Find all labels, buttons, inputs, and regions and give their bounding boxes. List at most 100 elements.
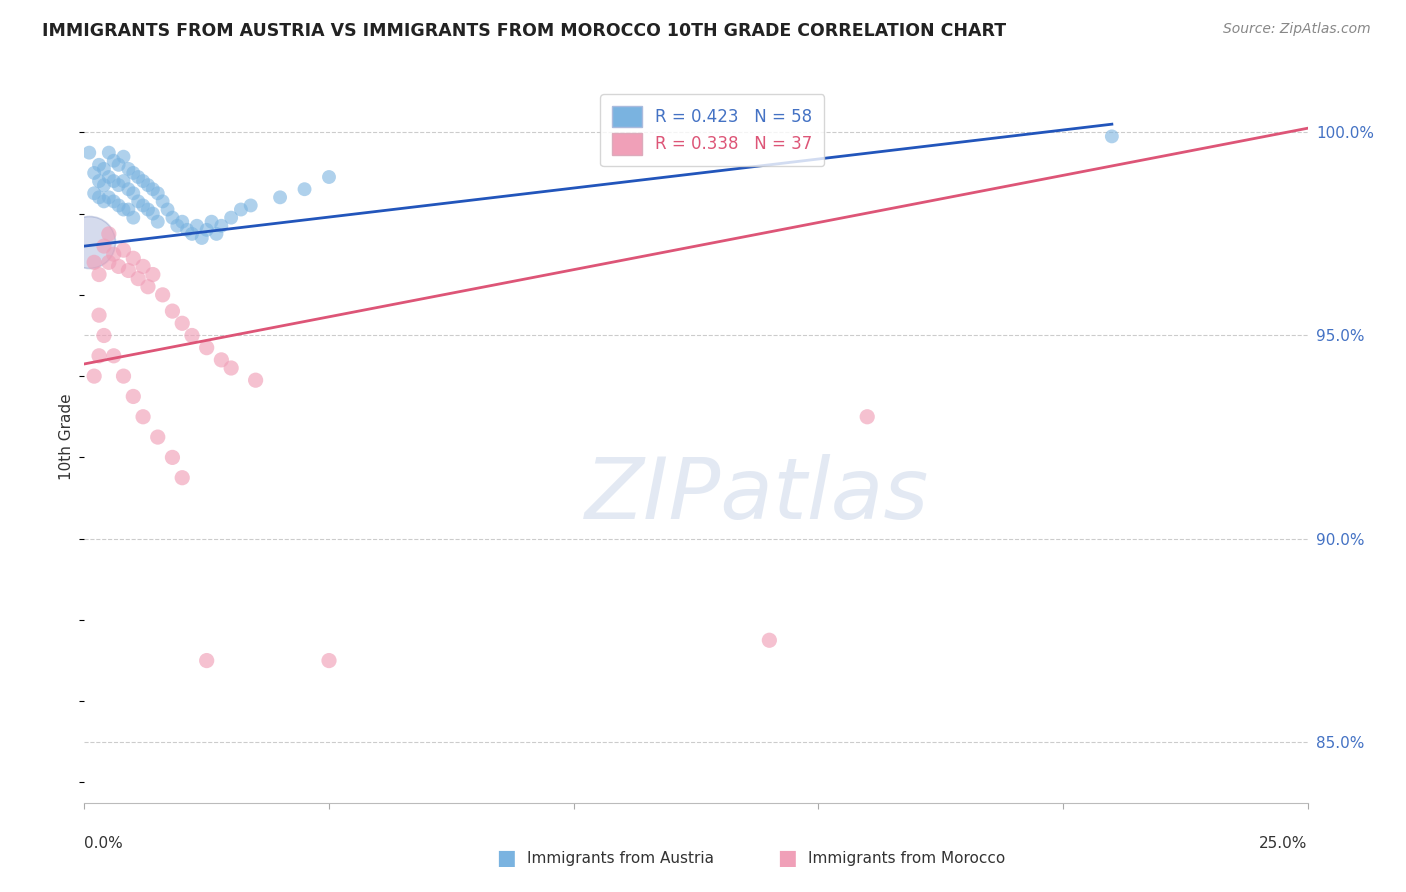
Point: [97, 145, 120, 160]
Point: [77, 235, 100, 249]
Point: [152, 288, 174, 302]
Point: [132, 409, 155, 424]
Point: [87, 174, 110, 188]
Point: [239, 198, 262, 212]
Point: [132, 198, 155, 212]
Point: [93, 161, 115, 176]
Point: [122, 252, 145, 266]
Point: [107, 178, 129, 193]
Point: [186, 219, 208, 233]
Point: [758, 633, 780, 648]
Point: [162, 450, 184, 465]
Point: [107, 198, 129, 212]
Point: [103, 247, 125, 261]
Point: [122, 211, 145, 225]
Point: [146, 186, 169, 201]
Y-axis label: 10th Grade: 10th Grade: [59, 393, 75, 481]
Point: [136, 279, 159, 293]
Text: 25.0%: 25.0%: [1260, 836, 1308, 851]
Point: [97, 169, 120, 184]
Point: [122, 389, 145, 403]
Point: [191, 231, 214, 245]
Point: [195, 341, 218, 355]
Point: [142, 268, 165, 282]
Point: [87, 349, 110, 363]
Point: [93, 328, 115, 343]
Point: [93, 239, 115, 253]
Point: [156, 202, 179, 217]
Point: [162, 304, 184, 318]
Text: ■: ■: [778, 848, 797, 868]
Point: [87, 190, 110, 204]
Point: [117, 161, 139, 176]
Point: [117, 263, 139, 277]
Point: [112, 369, 135, 384]
Point: [103, 153, 125, 168]
Point: [117, 202, 139, 217]
Point: [136, 202, 159, 217]
Point: [172, 316, 194, 330]
Point: [294, 182, 316, 196]
Point: [83, 255, 105, 269]
Point: [112, 243, 135, 257]
Point: [209, 352, 232, 367]
Point: [142, 206, 165, 220]
Point: [97, 255, 120, 269]
Point: [97, 190, 120, 204]
Point: [219, 211, 242, 225]
Point: [229, 202, 252, 217]
Point: [77, 145, 100, 160]
Point: [181, 227, 204, 241]
Point: [93, 194, 115, 209]
Point: [112, 150, 135, 164]
Point: [195, 654, 218, 668]
Point: [318, 654, 340, 668]
Point: [245, 373, 267, 387]
Point: [107, 158, 129, 172]
Point: [83, 166, 105, 180]
Text: Immigrants from Austria: Immigrants from Austria: [527, 851, 714, 865]
Point: [103, 174, 125, 188]
Point: [83, 186, 105, 201]
Point: [93, 178, 115, 193]
Point: [117, 182, 139, 196]
Point: [122, 166, 145, 180]
Point: [176, 223, 198, 237]
Point: [122, 186, 145, 201]
Point: [87, 308, 110, 322]
Text: ZIPatlas: ZIPatlas: [585, 454, 929, 537]
Legend: R = 0.423   N = 58, R = 0.338   N = 37: R = 0.423 N = 58, R = 0.338 N = 37: [600, 95, 824, 166]
Point: [107, 260, 129, 274]
Point: [132, 174, 155, 188]
Point: [127, 271, 149, 285]
Point: [219, 361, 242, 376]
Point: [856, 409, 879, 424]
Point: [1101, 129, 1123, 144]
Point: [112, 202, 135, 217]
Point: [103, 349, 125, 363]
Point: [181, 328, 204, 343]
Point: [200, 215, 222, 229]
Point: [87, 158, 110, 172]
Point: [97, 227, 120, 241]
Point: [205, 227, 228, 241]
Point: [146, 215, 169, 229]
Point: [127, 169, 149, 184]
Point: [127, 194, 149, 209]
Point: [172, 471, 194, 485]
Point: [83, 369, 105, 384]
Text: Immigrants from Morocco: Immigrants from Morocco: [808, 851, 1005, 865]
Point: [132, 260, 155, 274]
Text: 0.0%: 0.0%: [84, 836, 124, 851]
Point: [146, 430, 169, 444]
Point: [318, 169, 340, 184]
Text: ■: ■: [496, 848, 516, 868]
Point: [152, 194, 174, 209]
Point: [142, 182, 165, 196]
Point: [87, 268, 110, 282]
Point: [269, 190, 291, 204]
Point: [209, 219, 232, 233]
Text: Source: ZipAtlas.com: Source: ZipAtlas.com: [1223, 22, 1371, 37]
Point: [172, 215, 194, 229]
Point: [195, 223, 218, 237]
